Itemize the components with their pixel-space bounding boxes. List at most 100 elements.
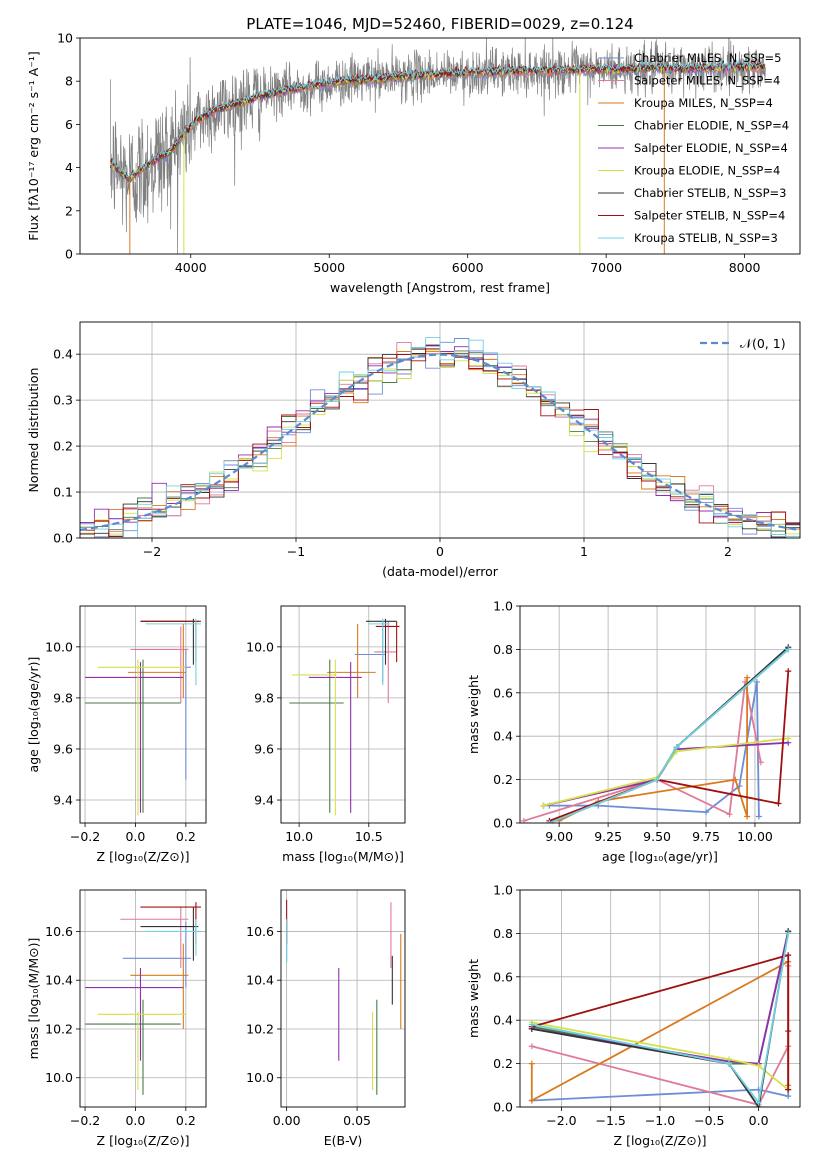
axes-frame	[79, 37, 801, 255]
x-axis-label: Z [log₁₀(Z/Z⊙)]	[97, 849, 190, 864]
legend-label: Kroupa MILES, N_SSP=4	[634, 96, 773, 110]
x-tick-label: −1.5	[596, 1113, 626, 1128]
axes-frame	[519, 605, 801, 824]
y-tick-label: 0.6	[493, 969, 513, 984]
weight-series-line	[549, 671, 790, 822]
x-tick-label: 7000	[590, 260, 622, 275]
weight-marker	[726, 811, 733, 818]
errorbar-point	[368, 618, 390, 686]
plot-area	[85, 902, 201, 1095]
y-tick-label: 0.3	[53, 393, 73, 408]
y-tick-label: 0	[65, 247, 73, 262]
errorbar-point	[97, 659, 186, 816]
y-axis-label: mass [log₁₀(M/M⊙)]	[26, 938, 41, 1060]
x-tick-label: 5000	[313, 260, 345, 275]
x-tick-label: 9.25	[594, 829, 622, 844]
errorbar-point	[120, 907, 189, 969]
y-tick-label: 0.0	[493, 1100, 513, 1115]
weight-series-line	[531, 953, 790, 1090]
plot-area	[80, 337, 800, 538]
axes-frame	[79, 605, 207, 824]
chart-spectrum: 4000 5000 6000 7000 8000 0 2 4 6 8 10 wavelength [A…	[26, 15, 801, 295]
y-tick-label: 9.6	[53, 741, 73, 756]
errorbar-point	[365, 618, 397, 665]
weight-marker	[753, 678, 760, 685]
y-tick-label: 0.2	[493, 1056, 513, 1071]
x-tick-label: 9.75	[692, 829, 720, 844]
chart-mass_vs_EBV: 0.00 0.05 10.0 10.2 10.4 10.6 E(B-V)	[246, 889, 406, 1148]
y-axis-label: mass weight	[466, 959, 481, 1038]
plot-area	[110, 38, 766, 254]
y-axis-label: age [log₁₀(age/yr)]	[26, 657, 41, 773]
errorbar-point	[145, 919, 201, 956]
weight-marker	[775, 800, 782, 807]
x-tick-label: 0.2	[176, 1113, 196, 1128]
weight-marker	[726, 1060, 733, 1067]
x-tick-label: 8000	[729, 260, 761, 275]
y-tick-label: 0.0	[53, 531, 73, 546]
errorbar-point	[140, 618, 199, 665]
errorbar-point	[375, 621, 400, 663]
gaussian-curve	[80, 353, 798, 531]
y-tick-label: 9.4	[53, 793, 73, 808]
x-axis-label: (data-model)/error	[382, 564, 499, 579]
y-tick-label: 4	[65, 160, 73, 175]
y-tick-label: 10.6	[246, 924, 274, 939]
axes-frame	[280, 889, 406, 1108]
errorbar-point	[127, 623, 186, 698]
x-tick-label: 2	[724, 544, 732, 559]
y-axis-label: Normed distribution	[26, 368, 41, 493]
legend-label: Kroupa STELIB, N_SSP=3	[634, 231, 778, 245]
errorbar-point	[140, 620, 201, 663]
chart-title: PLATE=1046, MJD=52460, FIBERID=0029, z=0…	[246, 15, 633, 33]
x-axis-label: mass [log₁₀(M/M⊙)]	[282, 849, 404, 864]
legend-label: Salpeter STELIB, N_SSP=4	[634, 209, 785, 223]
x-tick-label: 4000	[175, 260, 207, 275]
x-tick-label: 10.5	[355, 829, 383, 844]
y-tick-label: 10.2	[45, 1021, 73, 1036]
x-tick-label: 6000	[452, 260, 484, 275]
x-tick-label: 0	[436, 544, 444, 559]
y-axis-label: Flux [fλ10⁻¹⁷ erg cm⁻² s⁻¹ A⁻¹]	[26, 51, 41, 240]
legend-label: Salpeter MILES, N_SSP=4	[634, 74, 780, 88]
x-tick-label: 0.0	[125, 1113, 145, 1128]
weight-marker	[703, 809, 710, 816]
x-tick-label: 0.0	[749, 1113, 769, 1128]
legend: Chabrier MILES, N_SSP=5 Salpeter MILES, N…	[598, 51, 789, 245]
errorbar-point	[122, 921, 191, 988]
y-tick-label: 10	[57, 31, 73, 46]
chart-weight_vs_Z: −2.0 −1.5 −1.0 −0.5 0.0 0.0 0.2 0.4 0.6 0.8 1.0 Z […	[466, 883, 801, 1148]
x-tick-label: 0.00	[273, 1113, 301, 1128]
x-tick-label: −2	[143, 544, 161, 559]
y-tick-label: 0.0	[493, 816, 513, 831]
legend-label: 𝒩(0, 1)	[740, 336, 786, 351]
weight-marker	[755, 1062, 762, 1069]
y-tick-label: 0.4	[53, 347, 73, 362]
y-tick-label: 0.8	[493, 926, 513, 941]
x-tick-label: 1	[580, 544, 588, 559]
y-tick-label: 10.0	[45, 639, 73, 654]
errorbar-point	[85, 659, 181, 813]
axes-frame	[79, 889, 207, 1108]
x-tick-label: −2.0	[546, 1113, 576, 1128]
x-tick-label: −1.0	[645, 1113, 675, 1128]
weight-marker	[528, 1021, 535, 1028]
y-tick-label: 9.8	[53, 690, 73, 705]
plot-area	[289, 618, 400, 816]
axes-frame	[519, 889, 801, 1108]
chart-residuals: −2 −1 0 1 2 0.0 0.1 0.2 0.3 0.4 (data-model)/error…	[26, 321, 801, 579]
y-tick-label: 8	[65, 74, 73, 89]
plot-area	[520, 644, 792, 823]
x-axis-label: E(B-V)	[324, 1133, 363, 1148]
x-tick-label: −0.5	[694, 1113, 724, 1128]
errorbar-point	[85, 999, 181, 1095]
errorbar-point	[85, 662, 184, 813]
chart-age_vs_Z: −0.2 0.0 0.2 9.4 9.6 9.8 10.0 Z [log₁₀(Z/Z⊙)] ag…	[26, 605, 207, 864]
legend-label: Kroupa ELODIE, N_SSP=4	[634, 164, 780, 178]
weight-marker	[785, 1086, 792, 1093]
x-tick-label: 0.0	[125, 829, 145, 844]
errorbar-point	[289, 659, 344, 813]
x-tick-label: −0.2	[70, 1113, 100, 1128]
weight-marker	[785, 952, 792, 959]
